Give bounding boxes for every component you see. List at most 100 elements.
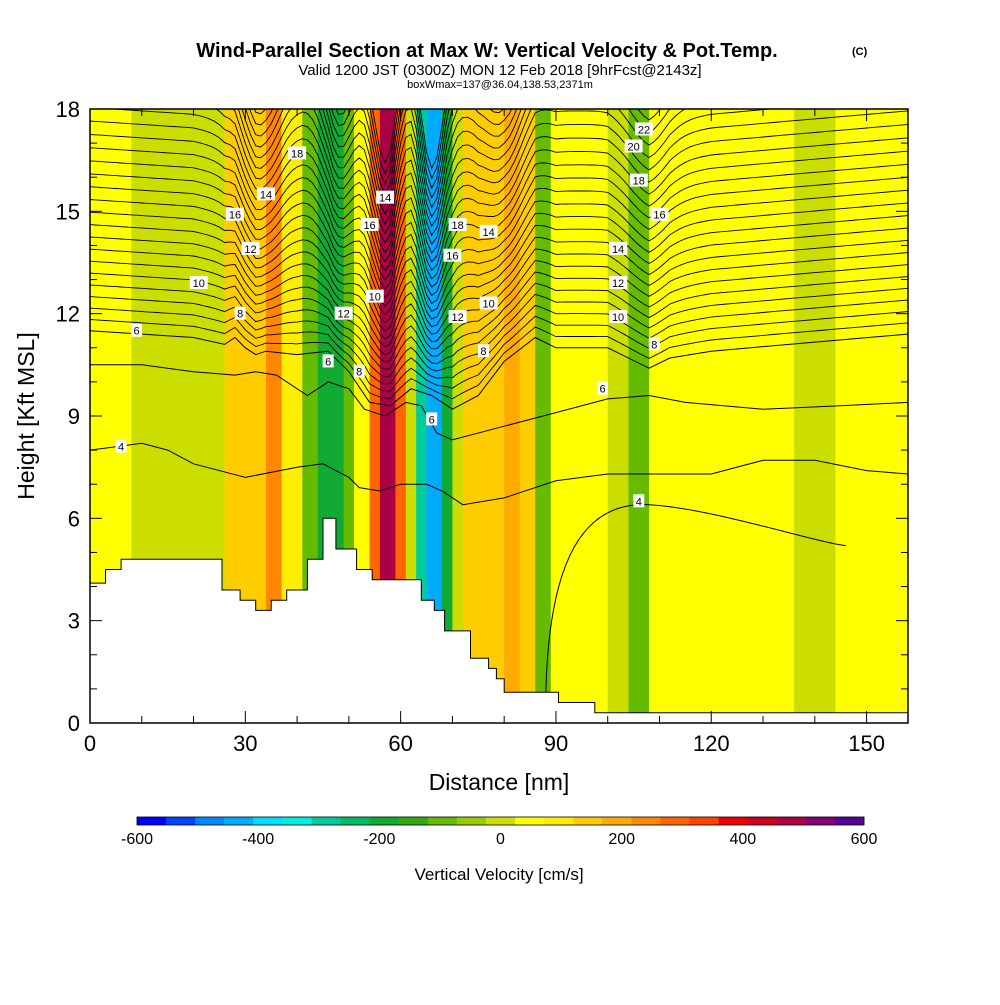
contour-label-bg (477, 344, 489, 358)
theta-contour-upper (90, 319, 908, 400)
contour-label-bg (448, 217, 467, 231)
colorbar-swatch (166, 817, 196, 825)
contour-label-bg (131, 323, 143, 337)
theta-contour-upper (90, 307, 908, 392)
colorbar-swatch (573, 817, 603, 825)
contour-label: 12 (338, 309, 350, 321)
contour-label: 16 (653, 210, 665, 222)
velocity-band (343, 109, 355, 723)
contour-labels: 4 4 6 6 6 6 8 8 8 8 10 10 10 10 12 12 12 12 14 14 14 14 16 16 16… (115, 122, 669, 508)
contour-label: 10 (612, 312, 624, 324)
velocity-band (379, 109, 396, 723)
colorbar-swatch (747, 817, 778, 825)
contour-label-bg (448, 310, 467, 324)
colorbar-swatch (660, 817, 690, 825)
y-axis-label: Height [Kft MSL] (13, 332, 39, 499)
contour-label-bg (241, 241, 260, 255)
colorbar-swatch (253, 817, 283, 825)
theta-contour-upper (90, 120, 908, 272)
theta-contour-upper (90, 134, 908, 281)
contour-label: 6 (134, 326, 140, 338)
terrain (89, 517, 909, 724)
theta-contour-upper (90, 236, 908, 348)
colorbar-swatch (602, 817, 632, 825)
velocity-band (711, 109, 795, 723)
contour-label: 14 (379, 193, 391, 205)
velocity-band (395, 109, 407, 723)
contour-label-bg (257, 187, 276, 201)
contour-label: 14 (483, 227, 495, 239)
x-tick-label: 90 (544, 731, 568, 756)
y-tick-label: 15 (56, 199, 80, 224)
theta-contour-6 (90, 364, 909, 441)
chart-subtitle: Valid 1200 JST (0300Z) MON 12 Feb 2018 [… (298, 62, 701, 79)
contour-label-bg (648, 337, 660, 351)
contour-label: 22 (638, 124, 650, 136)
x-axis-label: Distance [nm] (429, 769, 570, 795)
contour-label-bg (650, 207, 669, 221)
contour-label: 14 (612, 244, 624, 256)
contour-label-bg (479, 224, 498, 238)
colorbar-tick-label: 400 (729, 831, 756, 848)
theta-contours (89, 109, 909, 713)
colorbar-title: Vertical Velocity [cm/s] (414, 865, 583, 884)
x-tick-label: 60 (388, 731, 412, 756)
velocity-band (607, 109, 629, 723)
theta-contour-upper (90, 173, 908, 307)
velocity-band (442, 109, 453, 723)
contour-label-bg (365, 289, 384, 303)
theta-contour-upper (237, 109, 671, 237)
colorbar-swatch (689, 817, 719, 825)
contour-label-bg (633, 494, 645, 508)
contour-label: 6 (325, 356, 331, 368)
velocity-band (452, 109, 464, 723)
theta-contour-upper (90, 211, 908, 332)
contour-label-bg (624, 139, 643, 153)
velocity-band (405, 109, 417, 723)
contour-label-bg (353, 364, 365, 378)
y-tick-label: 18 (56, 97, 80, 122)
axes: 0 30 60 90 120 150 0 3 6 9 12 15 18 (56, 97, 909, 756)
velocity-band (369, 109, 381, 723)
velocity-band (416, 109, 428, 723)
theta-contour-upper (90, 260, 908, 363)
colorbar-swatch (340, 817, 370, 825)
chart-title: Wind-Parallel Section at Max W: Vertical… (196, 40, 777, 62)
contour-label: 4 (118, 442, 124, 454)
contour-label: 6 (599, 384, 605, 396)
colorbar-swatch (776, 817, 807, 825)
theta-contour-upper (90, 272, 908, 371)
contour-label: 10 (193, 278, 205, 290)
colorbar-tick-label: -400 (242, 831, 274, 848)
velocity-band (628, 109, 650, 723)
theta-contour-upper (215, 109, 777, 254)
contour-label: 16 (229, 210, 241, 222)
colorbar-tick-label: -200 (363, 831, 395, 848)
contour-label-bg (479, 296, 498, 310)
contour-label-bg (288, 146, 307, 160)
theta-contour-4 (89, 442, 909, 506)
colorbar-swatch (282, 817, 312, 825)
velocity-band (550, 109, 609, 723)
velocity-band (281, 109, 303, 723)
colorbar-swatch (224, 817, 254, 825)
contour-label-bg (426, 412, 438, 426)
theta-contour-upper (90, 160, 908, 299)
contour-label: 10 (483, 298, 495, 310)
colorbar-swatch (137, 817, 167, 825)
y-tick-label: 0 (68, 711, 80, 736)
colorbar-swatch (195, 817, 225, 825)
contour-label: 8 (480, 346, 486, 358)
contour-label: 12 (244, 244, 256, 256)
x-tick-label: 30 (233, 731, 257, 756)
contour-label: 4 (636, 496, 642, 508)
contour-label-bg (234, 306, 246, 320)
x-tick-label: 120 (693, 731, 730, 756)
x-tick-label: 0 (84, 731, 96, 756)
colorbar-frame (136, 816, 865, 826)
contour-label: 16 (363, 220, 375, 232)
colorbar-swatch (398, 817, 429, 825)
contour-label: 12 (612, 278, 624, 290)
contour-label-bg (609, 241, 628, 255)
contour-label-bg (597, 381, 609, 395)
